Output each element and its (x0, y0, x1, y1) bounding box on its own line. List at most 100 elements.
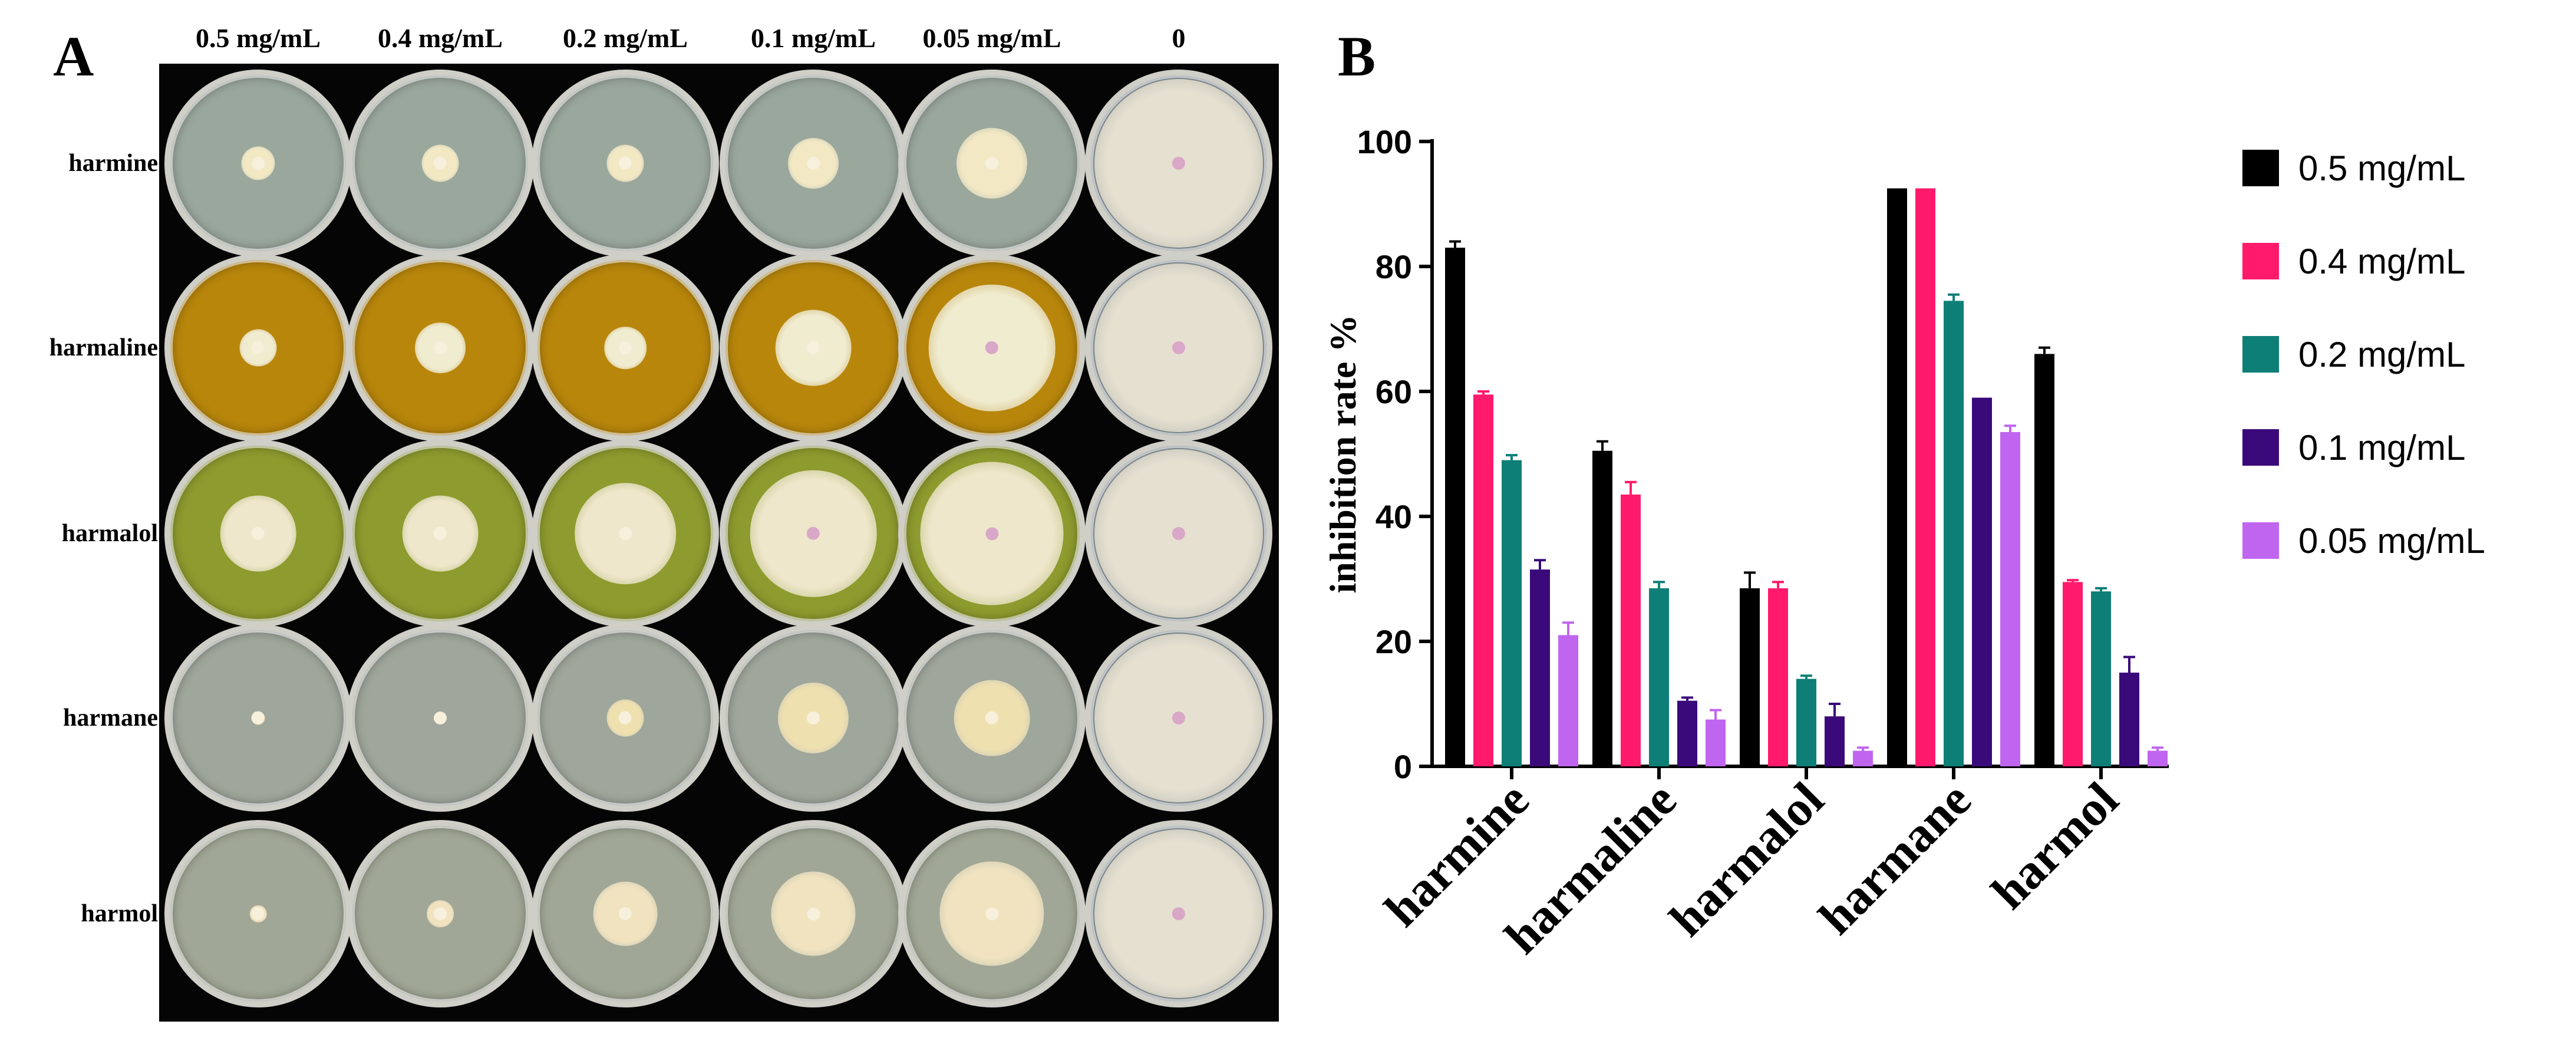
legend-swatch (2242, 150, 2279, 186)
fungal-colony (777, 682, 849, 754)
inoculum-spot (985, 341, 998, 354)
x-category-label: harmane (1809, 772, 1981, 945)
legend-swatch (2242, 522, 2279, 559)
concentration-column-header: 0 (1172, 23, 1186, 53)
y-tick-label: 80 (1376, 248, 1412, 285)
y-tick-label: 20 (1376, 623, 1412, 660)
fungal-colony (249, 905, 267, 923)
bar-0-5-mg-ml (1740, 588, 1760, 766)
bar-0-2-mg-ml (1502, 460, 1522, 766)
bar-0-05-mg-ml (1558, 635, 1578, 766)
petri-dish (1085, 254, 1272, 442)
inoculum-spot (1172, 157, 1185, 170)
x-category-label: harmol (1981, 772, 2129, 920)
concentration-column-header: 0.4 mg/mL (377, 23, 503, 53)
bar-0-2-mg-ml (1944, 301, 1964, 766)
bar-0-1-mg-ml (1677, 700, 1697, 766)
petri-dish (720, 254, 907, 442)
inoculum-spot (252, 341, 265, 354)
concentration-column-header: 0.2 mg/mL (562, 23, 688, 53)
bar-0-1-mg-ml (1530, 569, 1550, 766)
petri-dish (532, 70, 719, 257)
legend-swatch (2242, 336, 2279, 373)
bar-0-2-mg-ml (2091, 591, 2111, 766)
y-tick-label: 60 (1376, 373, 1412, 410)
petri-dish (720, 440, 907, 627)
petri-dish (898, 254, 1086, 442)
legend-label: 0.5 mg/mL (2298, 149, 2465, 188)
y-tick-label: 100 (1357, 123, 1412, 160)
bar-0-5-mg-ml (2034, 354, 2054, 766)
legend-label: 0.2 mg/mL (2298, 335, 2465, 374)
legend-label: 0.4 mg/mL (2298, 242, 2465, 281)
compound-row-label: harmine (68, 150, 158, 177)
fungal-colony (1094, 264, 1263, 432)
inoculum-spot (806, 156, 820, 170)
y-tick-label: 0 (1394, 748, 1412, 785)
compound-row-label: harmalol (61, 520, 158, 547)
y-axis-label: inhibition rate % (1322, 315, 1364, 594)
bar-0-4-mg-ml (1473, 394, 1493, 766)
fungal-colony (928, 284, 1056, 411)
fungal-colony (415, 322, 466, 373)
bar-0-05-mg-ml (1853, 750, 1873, 766)
fungal-colony (920, 462, 1064, 605)
inoculum-spot (619, 341, 632, 354)
fungal-colony (606, 699, 644, 737)
petri-dish (164, 820, 352, 1007)
petri-dish (532, 820, 719, 1007)
inoculum-spot (807, 907, 820, 920)
petri-dish (532, 624, 719, 812)
fungal-colony (604, 327, 647, 369)
petri-dish (898, 440, 1086, 627)
inoculum-spot (434, 907, 447, 920)
petri-dish (347, 254, 534, 442)
compound-row-label: harmaline (49, 334, 158, 361)
inoculum-spot (807, 527, 820, 540)
fungal-colony (220, 495, 296, 572)
inoculum-spot (1172, 527, 1185, 540)
concentration-column-header: 0.1 mg/mL (750, 23, 876, 53)
petri-dish (720, 820, 907, 1007)
inoculum-spot (434, 157, 447, 170)
bar-0-4-mg-ml (2063, 582, 2083, 766)
fungal-colony (956, 127, 1028, 199)
bar-0-4-mg-ml (1621, 494, 1641, 766)
inoculum-spot (252, 907, 265, 920)
bar-0-4-mg-ml (1768, 588, 1788, 766)
concentration-column-header: 0.05 mg/mL (922, 23, 1061, 53)
bar-0-5-mg-ml (1592, 450, 1612, 766)
petri-dish (720, 624, 907, 812)
petri-dish (347, 820, 534, 1007)
panel-b-letter: B (1338, 25, 1376, 88)
inoculum-spot (806, 711, 820, 724)
fungal-colony (606, 144, 644, 182)
inoculum-spot (985, 712, 998, 724)
fungal-colony (1094, 449, 1263, 618)
inoculum-spot (985, 156, 998, 170)
inoculum-spot (1172, 341, 1185, 354)
inoculum-spot (252, 527, 265, 540)
inoculum-spot (807, 341, 820, 354)
fungal-colony (427, 900, 454, 927)
fungal-colony (775, 309, 852, 386)
fungal-colony (771, 871, 856, 956)
inoculum-spot (985, 907, 998, 920)
fungal-colony (939, 861, 1044, 966)
petri-dish (1085, 70, 1272, 257)
bar-0-05-mg-ml (1706, 719, 1726, 766)
fungal-colony (575, 483, 676, 584)
y-tick-label: 40 (1376, 498, 1412, 535)
petri-dish (347, 624, 534, 812)
bar-0-05-mg-ml (2000, 432, 2020, 766)
legend-label: 0.1 mg/mL (2298, 428, 2465, 467)
inoculum-spot (1172, 907, 1185, 920)
fungal-colony (421, 144, 459, 182)
fungal-colony (239, 329, 277, 367)
fungal-colony (402, 495, 479, 572)
inoculum-spot (252, 157, 265, 170)
bar-0-5-mg-ml (1445, 248, 1465, 766)
petri-dish (532, 440, 719, 627)
bar-0-2-mg-ml (1796, 679, 1816, 766)
